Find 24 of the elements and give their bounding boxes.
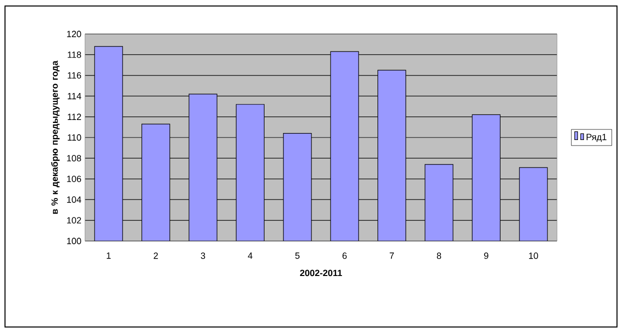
x-tick-label: 10 [529,252,538,259]
y-tick-label: 112 [68,114,82,120]
y-tick-label: 114 [68,93,82,100]
x-axis-title: 2002-2011 [300,270,342,276]
x-tick-label: 5 [295,252,300,259]
y-tick-label: 116 [68,72,82,79]
y-axis-title: в % к декабрю предыдущего года [51,60,60,214]
y-tick-label: 110 [68,134,82,141]
x-tick-label: 9 [484,252,488,259]
x-tick-label: 4 [248,252,252,259]
y-tick-label: 118 [68,52,82,58]
legend-label: Ряд1 [586,134,606,142]
y-tick-label: 106 [67,176,82,182]
y-tick-label: 108 [67,155,82,162]
x-tick-label: 1 [106,252,111,259]
y-tick-label: 102 [67,217,82,224]
x-tick-label: 6 [342,252,347,259]
x-tick-label: 8 [436,252,442,259]
y-tick-label: 120 [67,30,82,38]
x-tick-label: 3 [200,252,206,259]
x-tick-label: 7 [390,252,394,259]
y-tick-label: 104 [67,196,82,203]
x-tick-label: 2 [154,252,158,259]
y-tick-label: 100 [67,238,82,244]
